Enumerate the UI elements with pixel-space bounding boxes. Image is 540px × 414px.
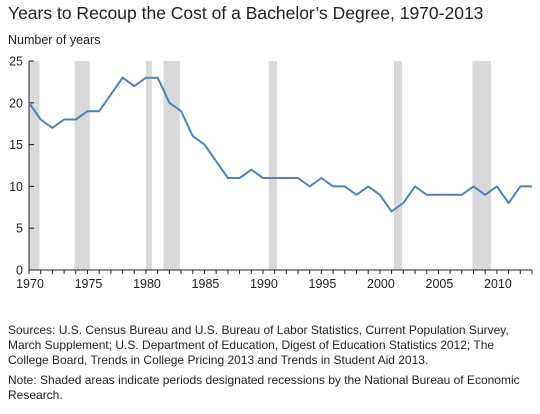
y-tick-label-15: 15 — [9, 138, 23, 152]
y-axis-title: Number of years — [8, 33, 100, 47]
x-tick-label-2000: 2000 — [367, 277, 395, 291]
recession-band-7 — [472, 61, 492, 270]
x-tick-label-1980: 1980 — [133, 277, 161, 291]
sources-text: Sources: U.S. Census Bureau and U.S. Bur… — [8, 323, 509, 367]
y-tick-label-5: 5 — [16, 222, 23, 236]
recession-shading-group — [29, 61, 492, 270]
x-tick-label-1990: 1990 — [250, 277, 278, 291]
x-tick-label-2010: 2010 — [484, 277, 512, 291]
x-tick-label-1970: 1970 — [16, 277, 44, 291]
recession-band-4 — [163, 61, 180, 270]
x-tick-label-1975: 1975 — [75, 277, 103, 291]
y-tick-label-0: 0 — [16, 264, 23, 278]
y-tick-label-25: 25 — [9, 55, 23, 69]
line-chart: Number of years 0 5 10 15 20 25 1970 1975 1980 19… — [8, 33, 533, 292]
recession-band-2 — [74, 61, 90, 270]
tick-labels-group: 0 5 10 15 20 25 1970 1975 1980 1985 1990 1995 2000 20… — [9, 55, 512, 292]
y-tick-label-10: 10 — [9, 180, 23, 194]
y-tick-label-20: 20 — [9, 96, 23, 110]
series-group — [28, 76, 532, 213]
chart-title: Years to Recoup the Cost of a Bachelor’s… — [8, 3, 484, 23]
x-tick-label-1985: 1985 — [192, 277, 220, 291]
recession-band-3 — [145, 61, 152, 270]
recession-band-6 — [393, 61, 403, 270]
recession-band-5 — [268, 61, 277, 270]
x-tick-label-1995: 1995 — [309, 277, 337, 291]
axes-group — [28, 60, 533, 274]
x-tick-label-2005: 2005 — [426, 277, 454, 291]
series-line-1 — [28, 76, 532, 213]
recession-band-1 — [29, 61, 40, 270]
note-text: Note: Shaded areas indicate periods desi… — [8, 373, 520, 402]
